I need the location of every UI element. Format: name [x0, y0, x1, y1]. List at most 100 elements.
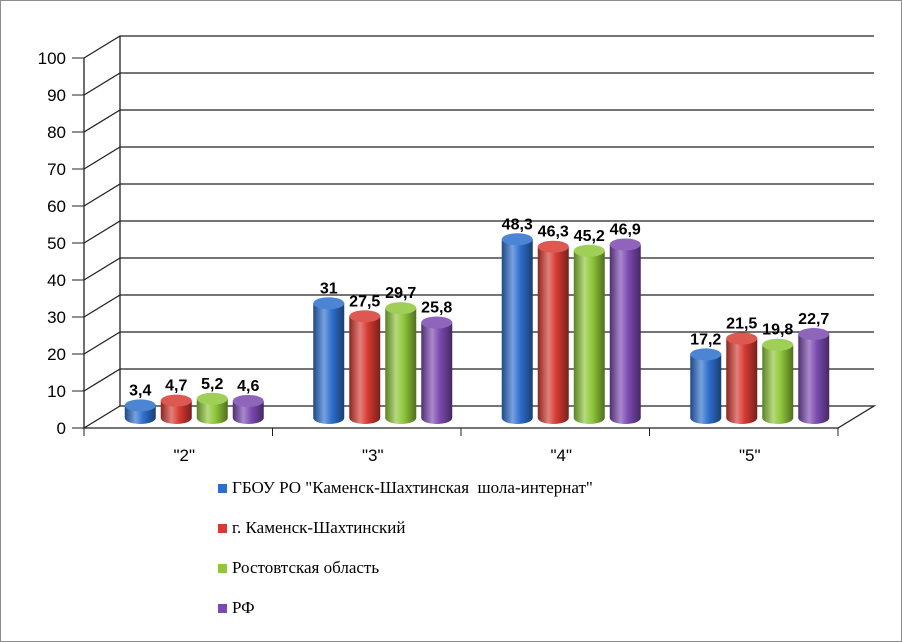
- bar-top: [690, 348, 722, 361]
- data-label: 4,7: [165, 378, 187, 395]
- bar-top: [537, 240, 569, 253]
- legend-swatch: [218, 483, 227, 493]
- gridline: [83, 257, 874, 281]
- bar-top: [609, 238, 641, 251]
- data-label: 48,3: [502, 216, 533, 233]
- floor: [81, 405, 877, 429]
- bar: [762, 338, 794, 425]
- legend-label: РФ: [232, 598, 255, 617]
- bar-top: [798, 328, 830, 341]
- x-axis: "2" "3" "4" "5": [83, 428, 839, 465]
- bar-body: [726, 338, 758, 425]
- legend-item: г. Каменск-Шахтинский: [218, 518, 778, 538]
- bar: [421, 316, 453, 425]
- bar-top: [421, 316, 453, 329]
- bars: [124, 233, 830, 425]
- legend-swatch: [218, 563, 227, 573]
- legend-label: ГБОУ РО "Каменск-Шахтинская шола-интерна…: [232, 478, 593, 497]
- y-tick-label: 10: [47, 382, 66, 401]
- bar-top: [124, 399, 156, 412]
- gridline: [83, 35, 874, 59]
- bar-top: [726, 332, 758, 345]
- bar-body: [385, 308, 417, 425]
- bar: [313, 297, 345, 425]
- bar-body: [798, 334, 830, 425]
- bar-body: [609, 244, 641, 425]
- chart-floor: [81, 405, 877, 429]
- x-tick-label: "3": [362, 446, 384, 465]
- data-label: 4,6: [237, 378, 259, 395]
- data-label: 17,2: [690, 331, 721, 348]
- bar: [798, 328, 830, 425]
- gridline: [83, 183, 874, 207]
- legend: ГБОУ РО "Каменск-Шахтинская шола-интерна…: [218, 478, 778, 638]
- x-tick-label: "2": [173, 446, 195, 465]
- bar: [501, 233, 533, 425]
- bar: [232, 394, 264, 425]
- gridline: [83, 109, 874, 133]
- legend-label: Ростовтская область: [232, 558, 380, 577]
- bar: [160, 394, 192, 424]
- data-label: 21,5: [726, 315, 757, 332]
- bar-body: [573, 250, 605, 425]
- data-labels: 3,4 4,7 5,2 4,6 31 27,5 29,7 25,8 48,3 46,3 45,2 46…: [129, 216, 829, 399]
- data-label: 22,7: [798, 311, 829, 328]
- gridline: [83, 220, 874, 244]
- y-tick-label: 40: [47, 271, 66, 290]
- y-tick-label: 70: [47, 160, 66, 179]
- data-label: 45,2: [574, 228, 605, 245]
- legend-label: г. Каменск-Шахтинский: [232, 518, 406, 537]
- bar-body: [537, 246, 569, 425]
- bar: [385, 302, 417, 425]
- bar-top: [160, 394, 192, 407]
- data-label: 19,8: [762, 322, 793, 339]
- bar-body: [349, 316, 381, 425]
- bar: [124, 399, 156, 425]
- data-label: 31: [320, 280, 338, 297]
- bar-body: [690, 354, 722, 425]
- y-tick-label: 80: [47, 123, 66, 142]
- bar: [726, 332, 758, 425]
- data-label: 46,9: [610, 221, 641, 238]
- y-tick-label: 90: [47, 86, 66, 105]
- y-tick-label: 0: [57, 419, 66, 438]
- data-label: 46,3: [538, 224, 569, 241]
- bar-top: [313, 297, 345, 310]
- bar-top: [349, 310, 381, 323]
- legend-item: РФ: [218, 598, 778, 618]
- data-label: 25,8: [421, 300, 452, 317]
- y-tick-label: 20: [47, 345, 66, 364]
- y-tick-label: 100: [38, 49, 66, 68]
- gridline: [83, 72, 874, 96]
- bar-body: [501, 239, 533, 425]
- bar: [609, 238, 641, 425]
- bar: [537, 240, 569, 425]
- gridline: [83, 294, 874, 318]
- bar: [573, 244, 605, 425]
- bar: [349, 310, 381, 425]
- data-label: 5,2: [201, 376, 223, 393]
- gridline: [83, 146, 874, 170]
- bar-top: [501, 233, 533, 246]
- y-tick-label: 30: [47, 308, 66, 327]
- bar-top: [196, 392, 228, 405]
- bar-body: [421, 322, 453, 425]
- bar-body: [160, 400, 192, 424]
- data-label: 3,4: [129, 382, 151, 399]
- bar-body: [196, 398, 228, 425]
- bar-body: [232, 400, 264, 425]
- legend-swatch: [218, 603, 227, 613]
- data-label: 27,5: [349, 293, 380, 310]
- y-axis: 0 10 20 30 40 50 60 70 80 90 100: [38, 49, 84, 438]
- bar-top: [573, 244, 605, 257]
- legend-item: ГБОУ РО "Каменск-Шахтинская шола-интерна…: [218, 478, 778, 498]
- bar: [196, 392, 228, 425]
- bar-top: [232, 394, 264, 407]
- y-tick-label: 60: [47, 197, 66, 216]
- bar-top: [762, 338, 794, 351]
- bar-top: [385, 302, 417, 315]
- x-tick-label: "4": [550, 446, 572, 465]
- legend-swatch: [218, 523, 227, 533]
- y-tick-label: 50: [47, 234, 66, 253]
- x-tick-label: "5": [739, 446, 761, 465]
